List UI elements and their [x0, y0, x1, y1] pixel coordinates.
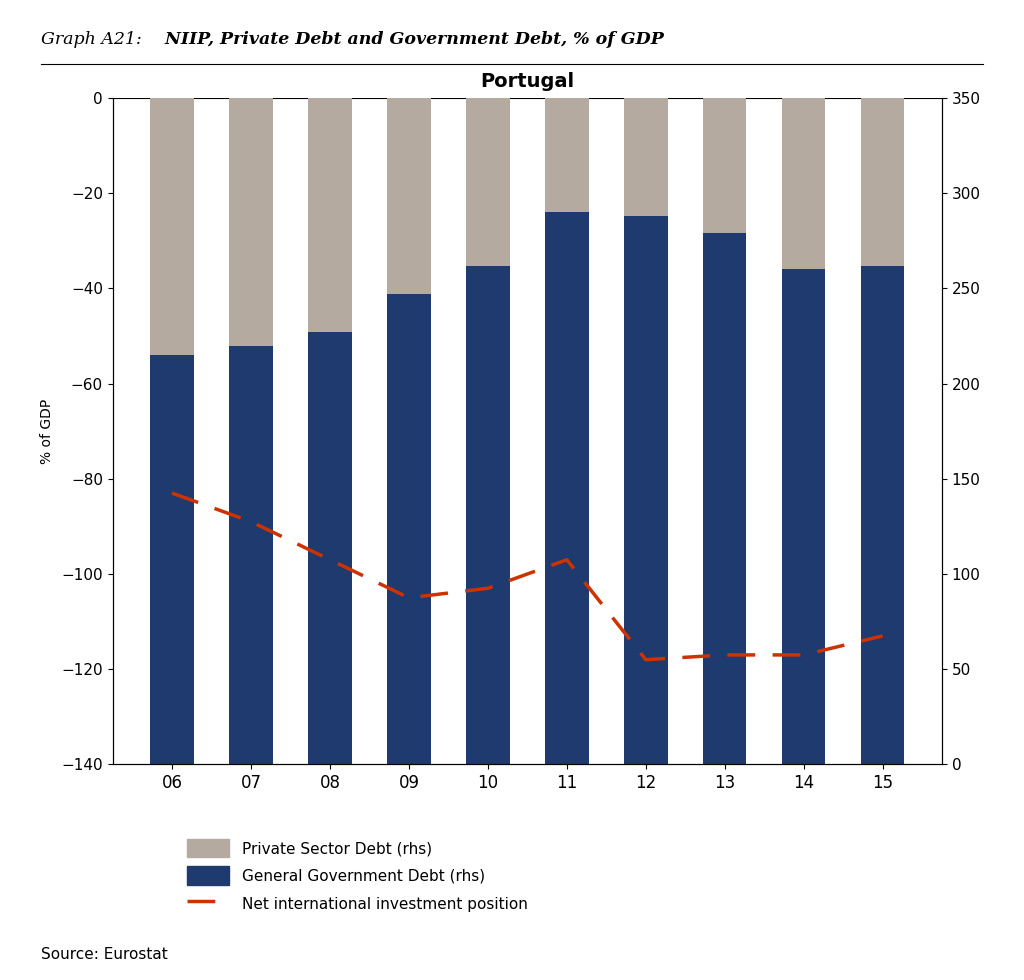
Bar: [703, 233, 746, 805]
Text: NIIP, Private Debt and Government Debt, % of GDP: NIIP, Private Debt and Government Debt, …: [159, 31, 664, 48]
Bar: [861, 266, 904, 837]
Bar: [387, 294, 431, 898]
Bar: [387, 98, 431, 294]
Bar: [703, 98, 746, 233]
Legend: Private Sector Debt (rhs), General Government Debt (rhs), Net international inve: Private Sector Debt (rhs), General Gover…: [186, 839, 527, 913]
Bar: [624, 216, 668, 787]
Bar: [782, 98, 825, 270]
Bar: [229, 98, 272, 346]
Bar: [308, 332, 351, 942]
Bar: [308, 98, 351, 332]
Y-axis label: % of GDP: % of GDP: [40, 399, 54, 464]
Bar: [545, 98, 589, 213]
Bar: [782, 270, 825, 841]
Text: Source: Eurostat: Source: Eurostat: [41, 948, 168, 962]
Bar: [545, 213, 589, 787]
Text: Graph A21:: Graph A21:: [41, 31, 147, 48]
Bar: [466, 266, 510, 859]
Bar: [229, 346, 272, 958]
Bar: [466, 98, 510, 266]
Bar: [151, 355, 194, 968]
Bar: [624, 98, 668, 216]
Title: Portugal: Portugal: [480, 72, 574, 91]
Bar: [861, 98, 904, 266]
Bar: [151, 98, 194, 355]
